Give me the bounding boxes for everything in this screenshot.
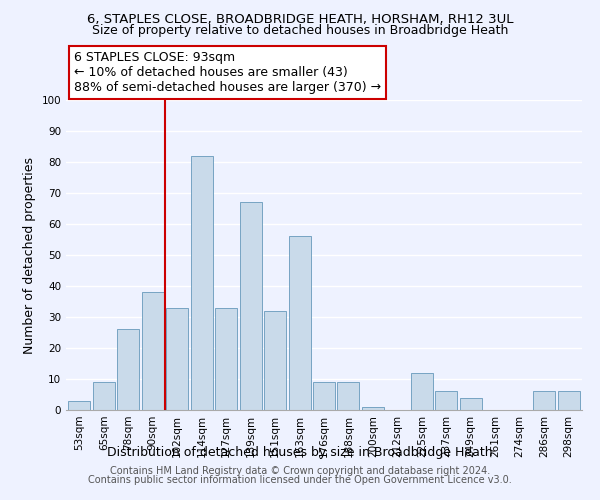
Bar xyxy=(215,308,237,410)
Bar xyxy=(557,392,580,410)
Bar xyxy=(191,156,213,410)
Bar xyxy=(460,398,482,410)
Text: Size of property relative to detached houses in Broadbridge Heath: Size of property relative to detached ho… xyxy=(92,24,508,37)
Text: 6 STAPLES CLOSE: 93sqm
← 10% of detached houses are smaller (43)
88% of semi-det: 6 STAPLES CLOSE: 93sqm ← 10% of detached… xyxy=(74,51,381,94)
Bar xyxy=(337,382,359,410)
Bar xyxy=(93,382,115,410)
Bar xyxy=(142,292,164,410)
Bar xyxy=(68,400,91,410)
Bar xyxy=(533,392,555,410)
Bar xyxy=(313,382,335,410)
Y-axis label: Number of detached properties: Number of detached properties xyxy=(23,156,36,354)
Bar xyxy=(264,311,286,410)
Text: Contains public sector information licensed under the Open Government Licence v3: Contains public sector information licen… xyxy=(88,475,512,485)
Bar xyxy=(289,236,311,410)
Bar xyxy=(435,392,457,410)
Bar xyxy=(362,407,384,410)
Text: Distribution of detached houses by size in Broadbridge Heath: Distribution of detached houses by size … xyxy=(107,446,493,459)
Bar xyxy=(118,330,139,410)
Bar xyxy=(166,308,188,410)
Bar xyxy=(239,202,262,410)
Text: Contains HM Land Registry data © Crown copyright and database right 2024.: Contains HM Land Registry data © Crown c… xyxy=(110,466,490,476)
Bar xyxy=(411,373,433,410)
Text: 6, STAPLES CLOSE, BROADBRIDGE HEATH, HORSHAM, RH12 3UL: 6, STAPLES CLOSE, BROADBRIDGE HEATH, HOR… xyxy=(87,12,513,26)
